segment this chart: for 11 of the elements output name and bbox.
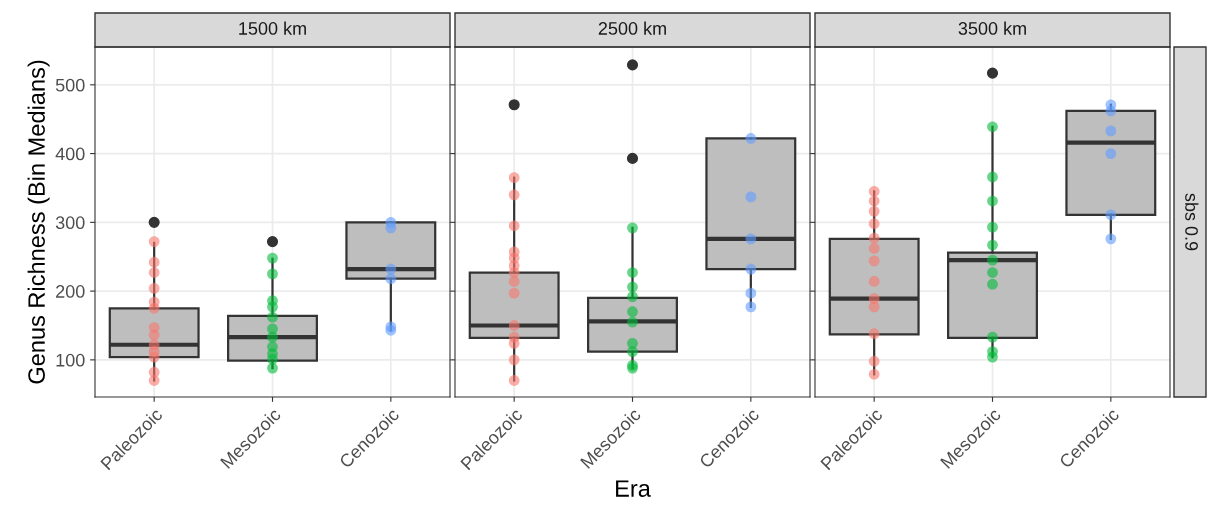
chart-title: 1500 km [239,21,306,35]
y-tick-label: 400 [55,147,85,161]
chart-title: 3500 km [958,21,1026,35]
y-axis-title: Genus Richness (Bin Medians) [27,60,50,384]
text: sbs 0.9 [1185,193,1199,251]
y-tick-label: 200 [56,285,85,298]
y-tick-label: 500 [55,78,85,92]
y-tick-label: 100 [56,353,85,367]
y-tick-label: 300 [55,216,85,230]
x-axis-title: Era [616,480,651,497]
chart-title: 2500 km [598,21,666,35]
